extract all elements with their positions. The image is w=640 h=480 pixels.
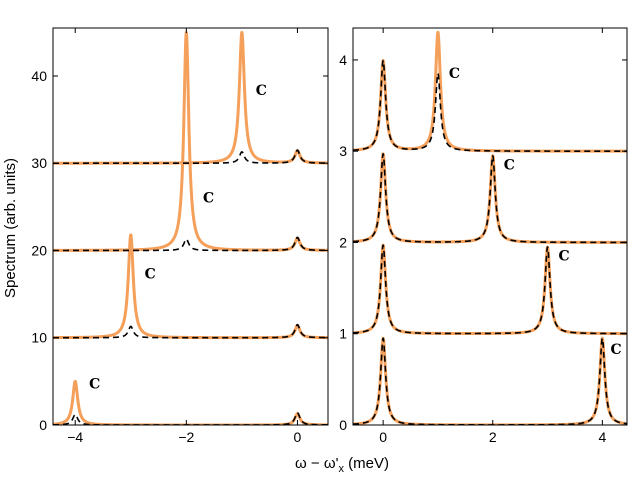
- left-panel: −4 −2 0 0 10 20 30 40 C C C C: [31, 27, 329, 445]
- left-ytick-label: 30: [31, 155, 47, 171]
- right-series-2-solid-line: [353, 243, 627, 336]
- left-annotation-label: C: [89, 376, 100, 392]
- left-xtick-label: −2: [178, 429, 194, 445]
- left-series-4-solid-line: [53, 31, 328, 252]
- right-xtick-label: 0: [379, 429, 387, 445]
- right-series-3-dashed-line: [353, 244, 627, 335]
- x-axis-label-subscript: x: [338, 463, 344, 475]
- right-series-4-solid-line: [353, 152, 627, 244]
- left-series-5-dashed-line: [53, 236, 328, 252]
- right-panel: 0 2 4 0 1 2 3 4 C C C C: [339, 27, 628, 445]
- right-series-7-dashed-line: [353, 59, 627, 152]
- left-ytick-label: 10: [31, 330, 47, 346]
- right-series-6-solid-line: [353, 30, 627, 153]
- right-xtick-label: 2: [489, 429, 497, 445]
- right-ytick-label: 1: [339, 326, 347, 342]
- right-annotation-label: C: [504, 157, 515, 173]
- left-series-7-dashed-line: [53, 149, 328, 165]
- left-ytick-label: 20: [31, 242, 47, 258]
- y-axis-label: Spectrum (arb. units): [2, 158, 19, 298]
- right-annotation-label: C: [559, 249, 570, 265]
- right-series-0-solid-line: [353, 336, 627, 425]
- left-ytick-label: 40: [31, 68, 47, 84]
- right-xtick-label: 4: [598, 429, 606, 445]
- right-axes-frame: [352, 27, 628, 426]
- right-series-1-dashed-line: [353, 337, 627, 425]
- left-axes-frame: [52, 27, 329, 426]
- left-curves: [53, 30, 328, 425]
- left-annotation-label: C: [203, 191, 214, 207]
- right-annotation-label: C: [449, 66, 460, 82]
- x-axis-label-unit: (meV): [344, 455, 389, 472]
- x-axis-label: ω − ω'x (meV): [295, 455, 389, 475]
- right-ytick-label: 0: [339, 417, 347, 433]
- right-annotation-label: C: [611, 342, 622, 358]
- left-series-3-dashed-line: [53, 323, 328, 339]
- left-annotation-label: C: [256, 83, 267, 99]
- right-ytick-label: 2: [339, 234, 347, 250]
- right-ytick-label: 3: [339, 143, 347, 159]
- right-series-5-dashed-line: [353, 153, 627, 244]
- right-curves: [353, 30, 627, 425]
- left-ytick-label: 0: [39, 417, 47, 433]
- left-annotation-label: C: [145, 266, 156, 282]
- left-xtick-label: 0: [294, 429, 302, 445]
- left-series-2-solid-line: [53, 233, 328, 340]
- x-axis-label-main: ω − ω': [295, 455, 339, 472]
- right-ytick-label: 4: [339, 52, 347, 68]
- left-xtick-label: −4: [67, 429, 83, 445]
